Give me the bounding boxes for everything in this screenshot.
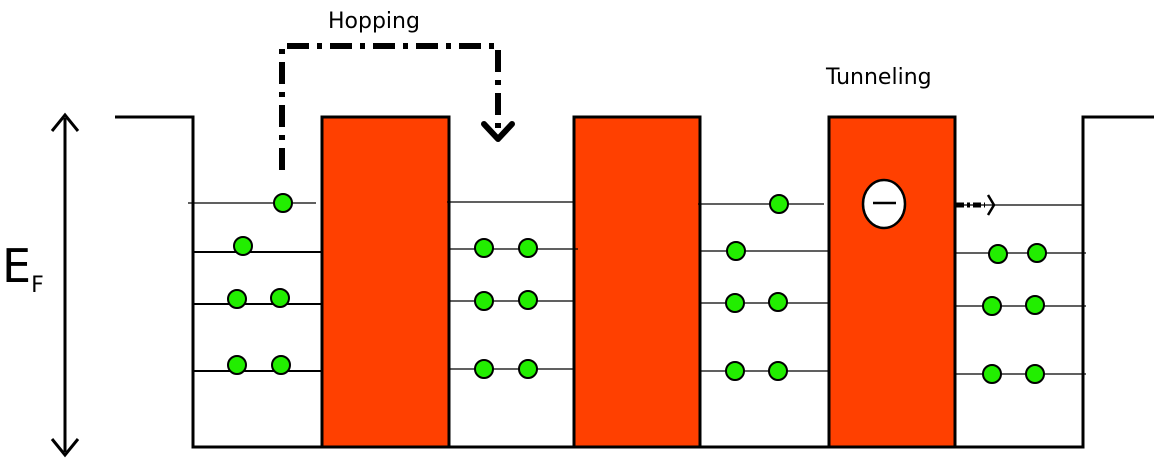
electron: [518, 290, 538, 310]
barriers: [320, 115, 957, 449]
barrier: [827, 115, 957, 449]
electron: [273, 193, 293, 213]
tunneling-arrow: [956, 194, 996, 216]
electron: [227, 355, 247, 375]
energy-levels: [188, 201, 1086, 375]
electron: [1025, 364, 1045, 384]
electron: [271, 355, 291, 375]
fermi-energy-main: E: [2, 239, 31, 293]
arrow-up-icon: [50, 112, 80, 132]
electron: [988, 244, 1008, 264]
electron: [726, 241, 746, 261]
electron: [270, 288, 290, 308]
electron: [1027, 243, 1047, 263]
electron: [768, 292, 788, 312]
electron: [474, 291, 494, 311]
hopping-arrow: [279, 43, 515, 170]
electron: [982, 364, 1002, 384]
hopping-label: Hopping: [328, 9, 420, 34]
fermi-energy-label: EF: [2, 239, 44, 298]
tunneling-charge: [861, 178, 907, 230]
electron: [1025, 295, 1045, 315]
barrier: [572, 115, 702, 449]
electron: [227, 289, 247, 309]
electron: [768, 361, 788, 381]
hopping-path: [279, 43, 501, 170]
arrow-down-icon: [50, 438, 80, 458]
barrier: [320, 115, 451, 449]
electron: [769, 194, 789, 214]
electrons: [227, 193, 1047, 384]
electron: [982, 296, 1002, 316]
fermi-energy-sub: F: [31, 273, 44, 298]
hopping-arrowhead: [481, 121, 515, 142]
electron: [518, 238, 538, 258]
electron: [474, 359, 494, 379]
electron: [474, 238, 494, 258]
electron: [518, 359, 538, 379]
tunneling-label: Tunneling: [825, 65, 932, 90]
electron: [725, 293, 745, 313]
fermi-energy-arrow: [50, 112, 80, 458]
tunneling-arrowhead: [986, 194, 996, 216]
electron: [233, 236, 253, 256]
electron: [725, 361, 745, 381]
